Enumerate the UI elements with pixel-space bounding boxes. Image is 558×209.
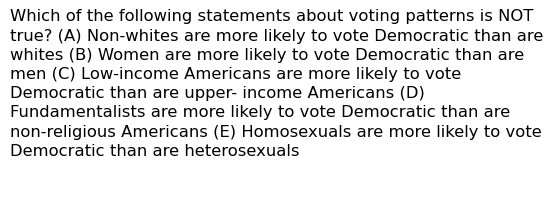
Text: Which of the following statements about voting patterns is NOT
true? (A) Non-whi: Which of the following statements about … [10,9,543,159]
